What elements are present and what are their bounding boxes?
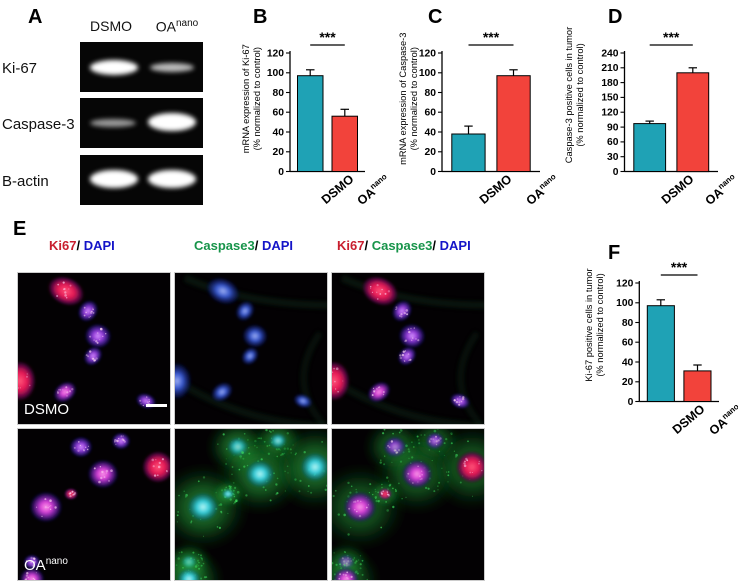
svg-text:0: 0 bbox=[278, 167, 284, 178]
svg-text:120: 120 bbox=[616, 278, 633, 289]
svg-text:20: 20 bbox=[273, 147, 285, 158]
svg-text:120: 120 bbox=[601, 108, 618, 119]
svg-text:100: 100 bbox=[616, 298, 633, 309]
svg-text:180: 180 bbox=[601, 78, 618, 89]
svg-text:80: 80 bbox=[622, 318, 634, 329]
svg-text:100: 100 bbox=[267, 68, 284, 79]
svg-text:120: 120 bbox=[267, 48, 284, 59]
svg-text:0: 0 bbox=[628, 397, 634, 408]
svg-text:***: *** bbox=[319, 29, 336, 45]
svg-text:***: *** bbox=[671, 259, 688, 275]
svg-text:40: 40 bbox=[273, 127, 285, 138]
svg-text:60: 60 bbox=[425, 108, 437, 119]
svg-text:90: 90 bbox=[607, 122, 619, 133]
svg-text:0: 0 bbox=[430, 167, 436, 178]
svg-text:***: *** bbox=[663, 29, 680, 45]
svg-text:80: 80 bbox=[273, 88, 285, 99]
svg-text:20: 20 bbox=[622, 377, 634, 388]
svg-text:100: 100 bbox=[419, 68, 436, 79]
svg-text:240: 240 bbox=[601, 48, 618, 59]
svg-text:210: 210 bbox=[601, 63, 618, 74]
svg-text:***: *** bbox=[483, 29, 500, 45]
svg-text:0: 0 bbox=[613, 167, 619, 178]
svg-text:20: 20 bbox=[425, 147, 437, 158]
svg-text:120: 120 bbox=[419, 48, 436, 59]
svg-text:30: 30 bbox=[607, 152, 619, 163]
svg-text:150: 150 bbox=[601, 93, 618, 104]
svg-text:60: 60 bbox=[273, 108, 285, 119]
svg-text:40: 40 bbox=[425, 127, 437, 138]
svg-text:60: 60 bbox=[607, 137, 619, 148]
svg-text:60: 60 bbox=[622, 338, 634, 349]
svg-text:40: 40 bbox=[622, 357, 634, 368]
svg-text:80: 80 bbox=[425, 88, 437, 99]
